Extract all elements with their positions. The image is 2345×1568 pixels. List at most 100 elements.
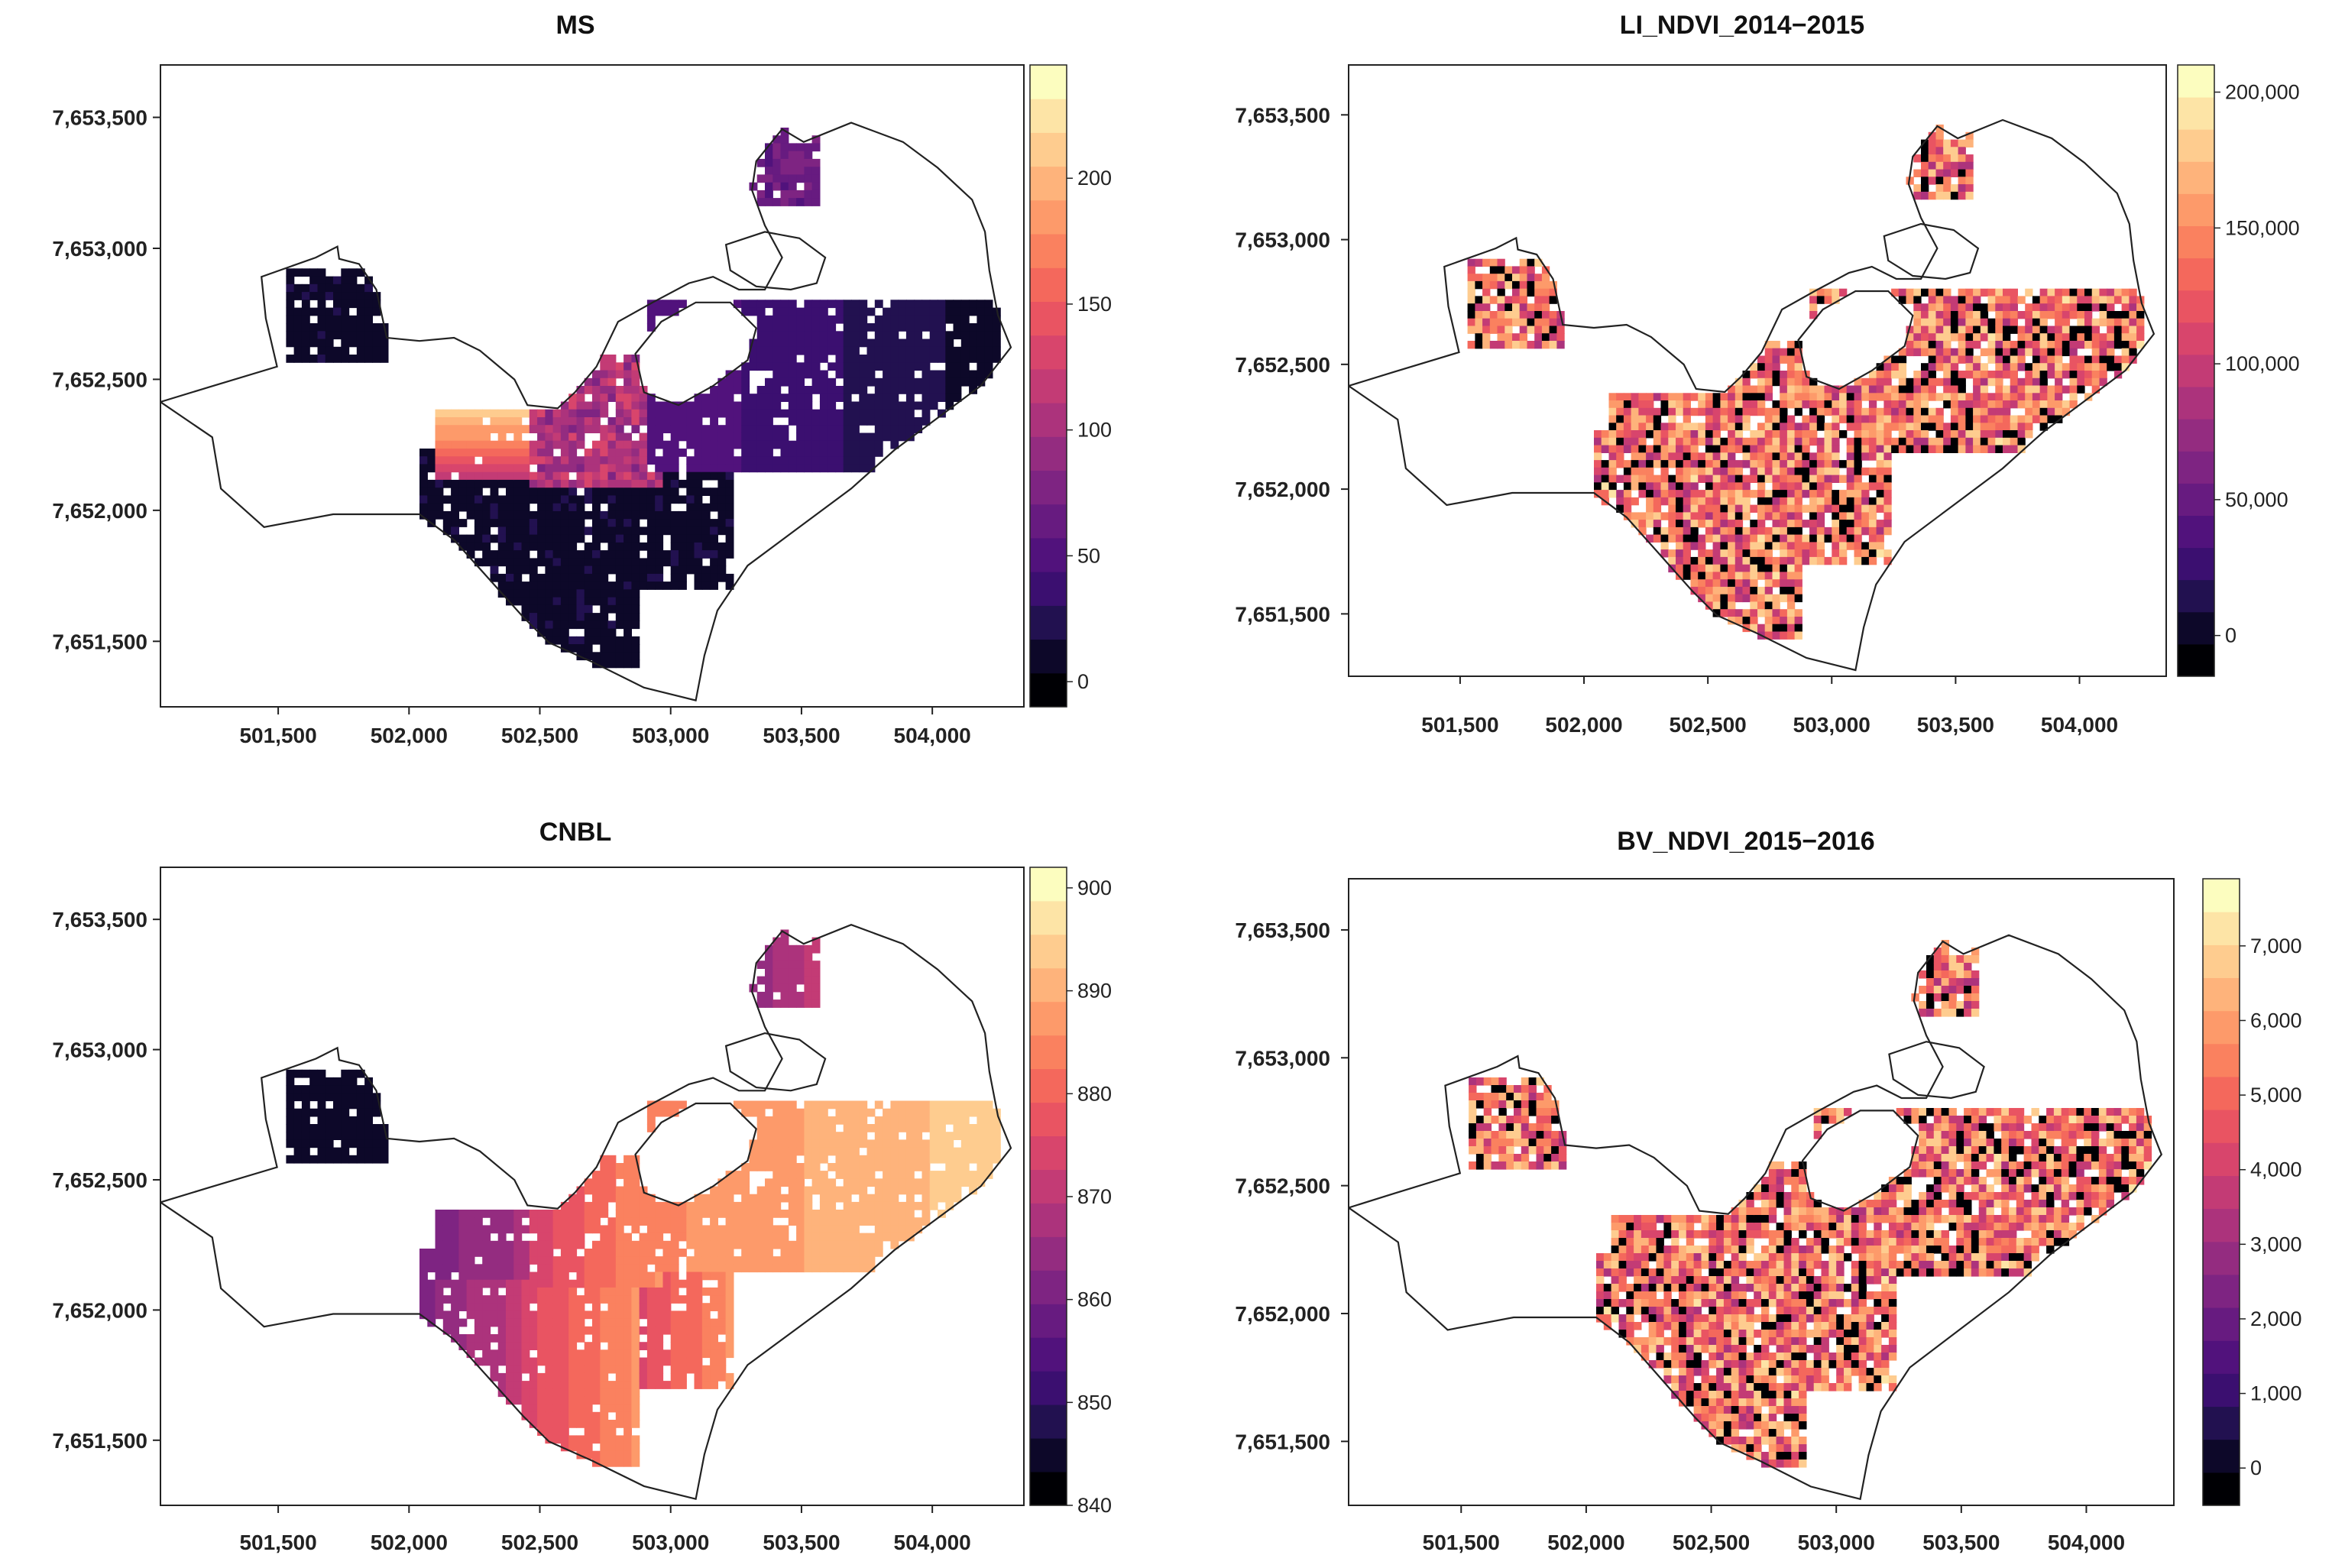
raster-cell (506, 488, 514, 496)
raster-cell (1973, 393, 1981, 401)
raster-cell (788, 1186, 797, 1195)
raster-cell (1876, 423, 1884, 431)
raster-cell (537, 409, 546, 418)
raster-cell (600, 652, 609, 661)
raster-cell (701, 1272, 711, 1281)
raster-cell (1660, 497, 1669, 506)
raster-cell (1705, 400, 1714, 409)
raster-cell (1958, 184, 1966, 193)
raster-cell (497, 534, 507, 543)
raster-cell (482, 1264, 491, 1273)
raster-cell (749, 307, 758, 316)
raster-cell (576, 1279, 585, 1288)
raster-cell (427, 503, 436, 512)
raster-cell (356, 323, 365, 332)
raster-cell (2032, 341, 2041, 349)
raster-cell (1734, 564, 1744, 573)
raster-cell (325, 307, 334, 316)
raster-cell (568, 526, 578, 536)
raster-cell (333, 1085, 342, 1093)
raster-cell (631, 471, 640, 481)
raster-cell (1497, 266, 1505, 274)
raster-cell (772, 425, 782, 433)
raster-cell (639, 1326, 648, 1335)
raster-cell (1846, 504, 1854, 513)
raster-cell (662, 440, 672, 449)
raster-cell (866, 449, 876, 457)
raster-cell (811, 167, 821, 175)
raster-cell (670, 1342, 679, 1350)
raster-cell (1690, 407, 1699, 416)
raster-cell (1742, 437, 1751, 446)
raster-cell (576, 1372, 585, 1382)
raster-cell (568, 589, 578, 598)
raster-cell (1764, 460, 1773, 468)
raster-cell (1698, 586, 1706, 595)
raster-cell (679, 558, 687, 567)
raster-cell (1854, 534, 1862, 543)
raster-cell (427, 1287, 436, 1296)
raster-cell (372, 1108, 381, 1117)
raster-cell (772, 198, 782, 206)
raster-cell (1608, 430, 1617, 439)
raster-cell (725, 1287, 734, 1296)
raster-cell (1816, 475, 1825, 483)
raster-cell (780, 961, 789, 969)
raster-cell (309, 1085, 319, 1093)
raster-cell (655, 464, 664, 473)
raster-cell (2032, 400, 2041, 409)
raster-cell (474, 1225, 483, 1234)
raster-cell (859, 362, 868, 371)
raster-cell (1928, 191, 1936, 200)
raster-cell (1832, 452, 1840, 461)
raster-cell (670, 1381, 679, 1389)
raster-cell (497, 456, 507, 465)
raster-cell (725, 1249, 734, 1257)
raster-cell (521, 613, 530, 621)
raster-cell (2107, 288, 2115, 297)
raster-cell (662, 1201, 672, 1210)
raster-cell (458, 534, 468, 543)
raster-cell (497, 1372, 507, 1382)
raster-cell (497, 1249, 507, 1257)
raster-cell (513, 1240, 523, 1249)
raster-cell (859, 417, 868, 426)
raster-cell (1750, 564, 1758, 573)
raster-cell (756, 1124, 766, 1132)
raster-cell (482, 1318, 491, 1327)
raster-cell (796, 386, 805, 394)
raster-cell (662, 1100, 672, 1110)
raster-cell (819, 355, 828, 363)
raster-cell (1676, 393, 1684, 401)
raster-cell (1728, 452, 1736, 461)
x-axis-ms: 501,500 502,000 502,500 503,000 503,500 504,0… (239, 707, 971, 747)
raster-cell (811, 1147, 821, 1156)
raster-cell (584, 1411, 593, 1421)
raster-cell (1750, 385, 1758, 394)
raster-cell (552, 589, 562, 598)
colorbar-swatch (2178, 611, 2214, 645)
raster-cell (545, 565, 554, 575)
raster-cell (898, 409, 907, 418)
raster-cell (1995, 341, 2003, 349)
raster-cell (883, 355, 891, 363)
raster-cell (835, 346, 844, 355)
raster-cell (811, 377, 821, 387)
raster-cell (866, 355, 876, 363)
raster-cell (796, 1186, 805, 1195)
raster-cell (765, 143, 773, 152)
raster-cell (780, 1163, 789, 1171)
raster-cell (600, 409, 609, 418)
raster-cell (828, 331, 837, 340)
raster-cell (506, 1287, 514, 1296)
raster-cell (905, 339, 915, 348)
raster-cell (513, 1249, 523, 1257)
raster-cell (1475, 318, 1483, 327)
raster-cell (333, 346, 342, 355)
raster-cell (1973, 437, 1981, 446)
raster-cell (2055, 385, 2063, 394)
raster-cell (1690, 520, 1699, 528)
raster-cell (592, 636, 601, 645)
raster-cell (1958, 377, 1966, 387)
raster-cell (1623, 393, 1632, 401)
